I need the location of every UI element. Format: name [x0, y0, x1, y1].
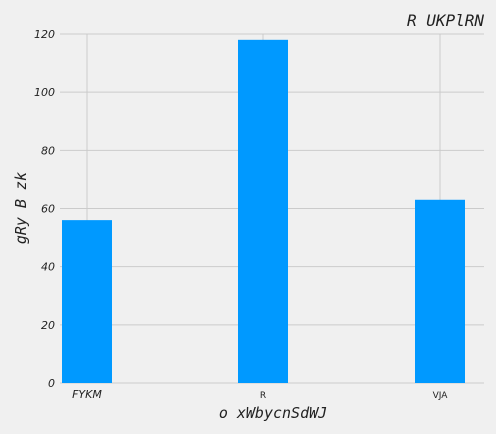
y-tick-label: 0 [48, 377, 55, 390]
y-axis-title: gRy B zk [12, 172, 30, 244]
y-tick-label: 20 [41, 319, 55, 332]
y-tick-label: 100 [34, 86, 55, 99]
x-tick-label: R [260, 391, 266, 401]
x-tick-labels: FYKM R VJA [72, 388, 448, 401]
y-tick-label: 60 [41, 203, 55, 216]
x-axis-title: o xWbycnSdWJ [219, 404, 327, 422]
y-tick-label: 80 [41, 144, 55, 157]
x-tick-label: FYKM [72, 388, 102, 401]
bar-r [238, 39, 288, 384]
bars [62, 39, 465, 384]
x-tick-label: VJA [433, 391, 449, 401]
chart-title: R UKPlRN [407, 11, 484, 30]
y-tick-labels: 0 20 40 60 80 100 120 [34, 28, 55, 390]
bar-vja [415, 199, 465, 383]
bar-fykm [62, 220, 112, 383]
y-tick-label: 120 [34, 28, 55, 41]
y-tick-label: 40 [41, 261, 55, 274]
